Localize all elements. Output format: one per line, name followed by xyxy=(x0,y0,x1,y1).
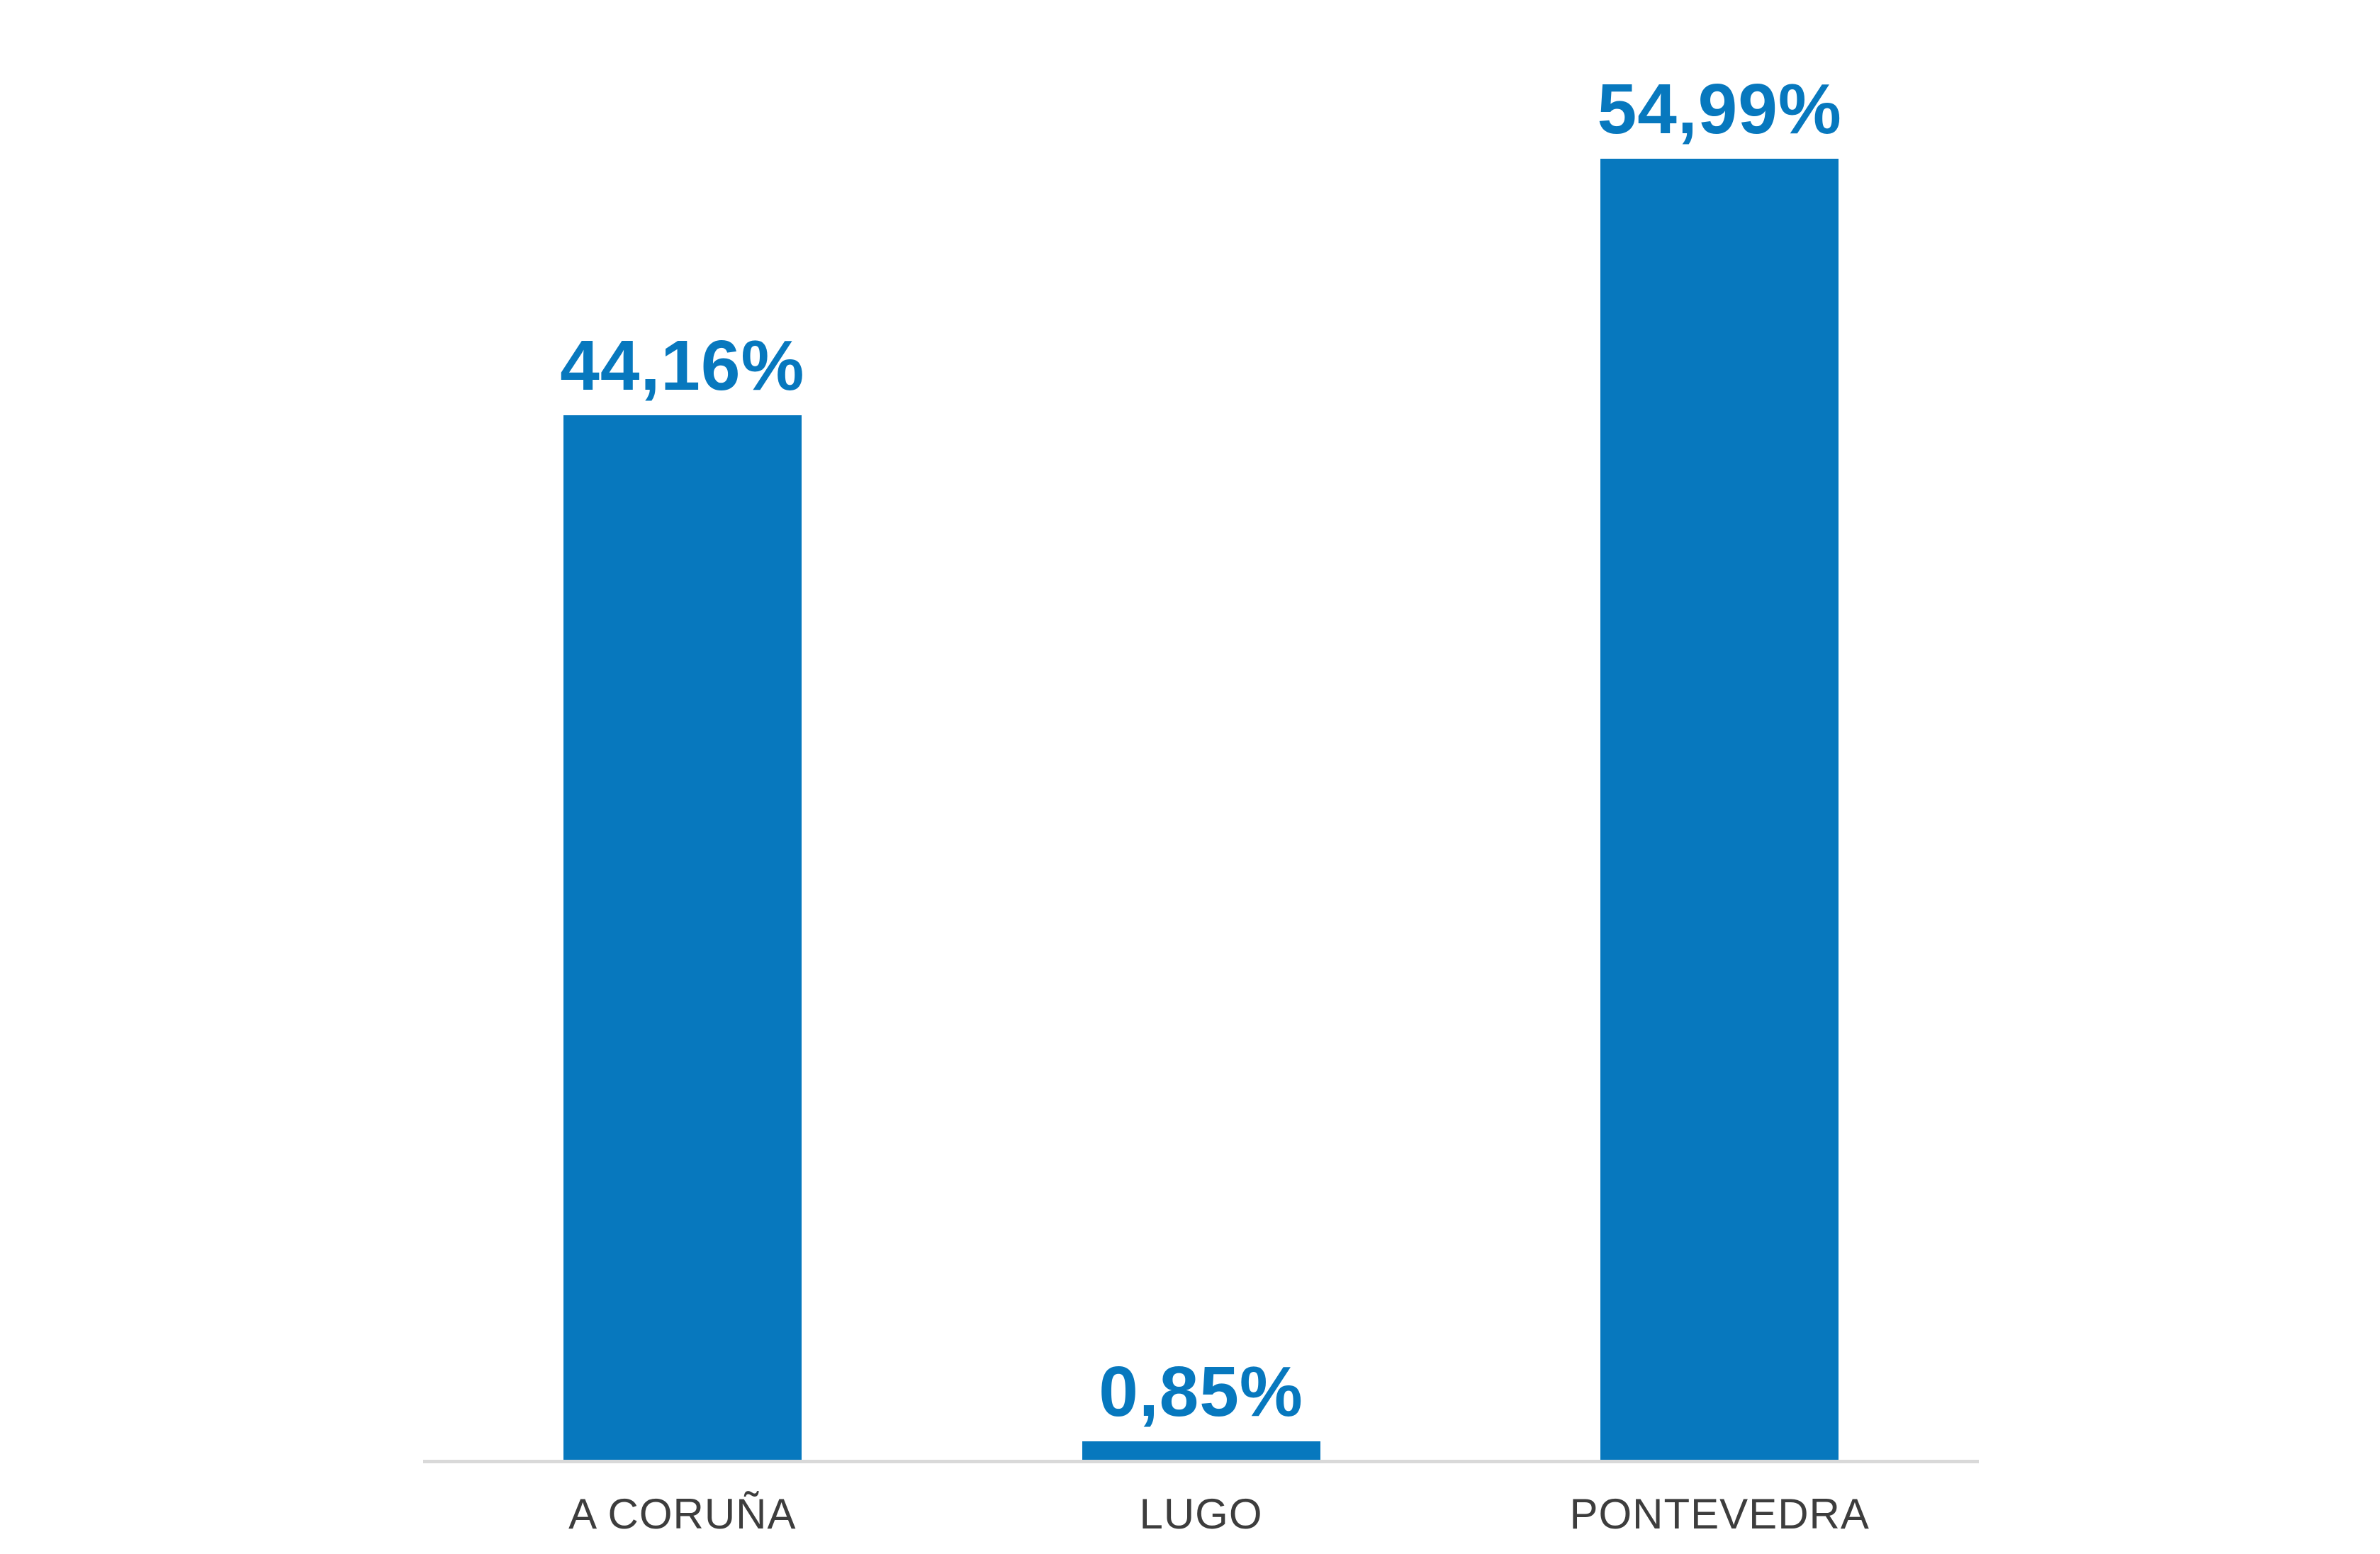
category-label-pontevedra: PONTEVEDRA xyxy=(1569,1490,1870,1538)
category-label-a-coruna: A CORUÑA xyxy=(568,1490,797,1538)
bar-group-pontevedra: 54,99% xyxy=(1460,74,1979,1461)
value-label-pontevedra: 54,99% xyxy=(1597,69,1842,149)
category-label-lugo: LUGO xyxy=(1139,1490,1263,1538)
bar-group-lugo: 0,85% xyxy=(942,1356,1461,1461)
bar-group-a-coruna: 44,16% xyxy=(423,330,942,1461)
value-label-lugo: 0,85% xyxy=(1099,1352,1303,1431)
x-axis-baseline xyxy=(423,1460,1979,1463)
plot-area: 44,16% 0,85% 54,99% xyxy=(423,0,1979,1461)
value-label-a-coruna: 44,16% xyxy=(560,326,805,405)
bar-a-coruna[interactable] xyxy=(563,415,802,1461)
bar-pontevedra[interactable] xyxy=(1600,159,1839,1461)
x-axis-labels: A CORUÑA LUGO PONTEVEDRA xyxy=(423,1490,1979,1538)
bar-lugo[interactable] xyxy=(1082,1441,1320,1461)
